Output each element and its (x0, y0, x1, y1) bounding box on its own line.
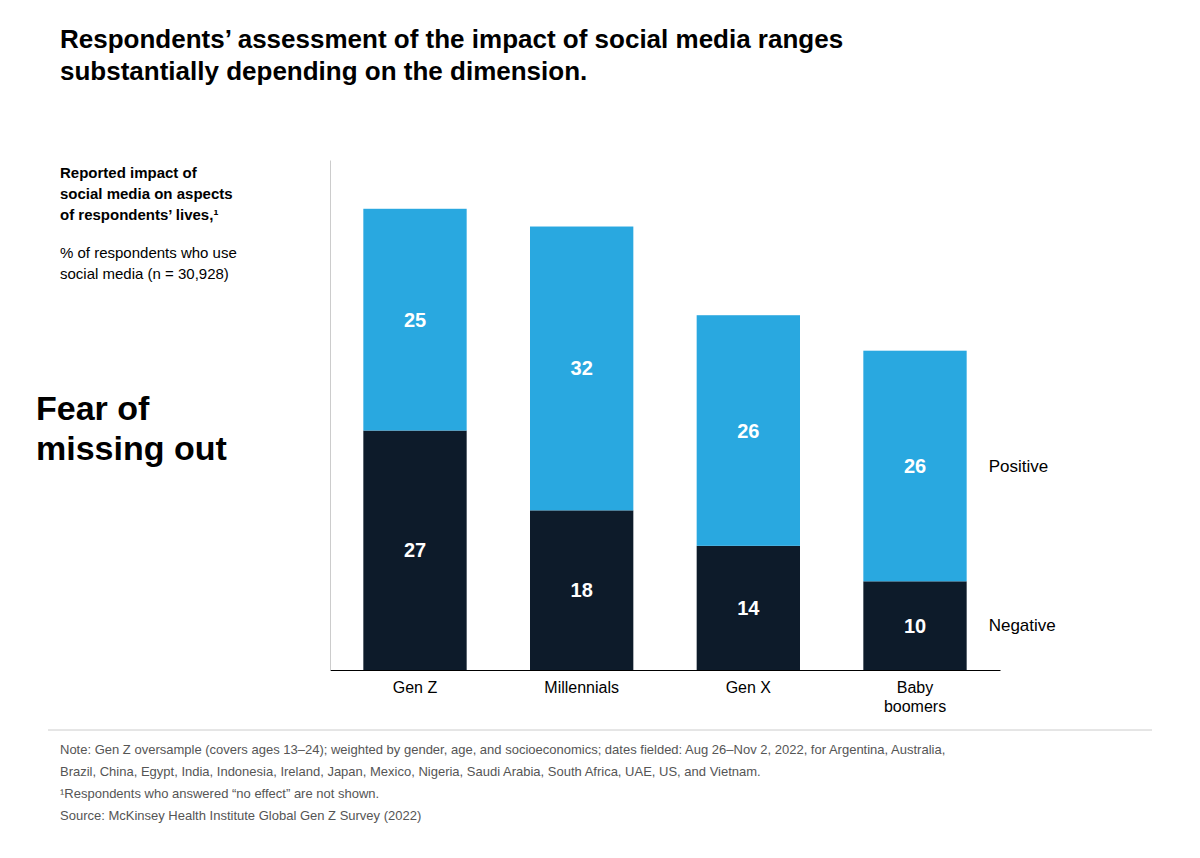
note: Note: Gen Z oversample (covers ages 13–2… (60, 742, 945, 757)
bar (697, 315, 800, 546)
tick: Babyboomers (884, 679, 946, 714)
bar (530, 510, 633, 670)
y-axis (330, 161, 331, 671)
separator (48, 730, 1152, 731)
data-label: 25 (404, 309, 426, 331)
data-label: 26 (904, 455, 926, 477)
bar (863, 351, 966, 582)
data-label: 26 (737, 420, 759, 442)
y-axis-line (330, 161, 331, 671)
data-label: 27 (404, 539, 426, 561)
x-axis: Gen Z Millennials Gen X Babyboomers (331, 671, 1001, 715)
bars (363, 209, 966, 670)
tick-label: Gen Z (393, 679, 438, 696)
data-label: 18 (571, 579, 593, 601)
data-label: 32 (571, 357, 593, 379)
tick: Gen Z (393, 679, 438, 696)
subtitle: Reported impact ofsocial media on aspect… (60, 164, 233, 223)
category-label: Fear ofmissing out (36, 389, 227, 467)
bar (697, 546, 800, 670)
x-axis-line (331, 670, 1001, 671)
data-labels: 27 18 14 10 25 32 26 26 (404, 309, 926, 637)
chart: Respondents’ assessment of the impact of… (0, 0, 1200, 858)
legend-entry: Negative (989, 616, 1056, 635)
tick-label: Babyboomers (884, 679, 946, 714)
legend: Negative Positive (989, 457, 1056, 636)
note: Source: McKinsey Health Institute Global… (60, 808, 421, 823)
data-label: 14 (737, 597, 760, 619)
bar (363, 431, 466, 670)
bar (530, 227, 633, 511)
bar (363, 209, 466, 431)
bar (863, 581, 966, 670)
legend-entry: Positive (989, 457, 1049, 476)
title: Respondents’ assessment of the impact of… (60, 24, 843, 86)
note: ¹Respondents who answered “no effect” ar… (60, 786, 379, 801)
tick-label: Millennials (544, 679, 619, 696)
subtitle-note: % of respondents who usesocial media (n … (60, 244, 237, 282)
tick: Millennials (544, 679, 619, 696)
data-label: 10 (904, 615, 926, 637)
tick-label: Gen X (726, 679, 772, 696)
note: Brazil, China, Egypt, India, Indonesia, … (60, 764, 761, 779)
tick: Gen X (726, 679, 772, 696)
